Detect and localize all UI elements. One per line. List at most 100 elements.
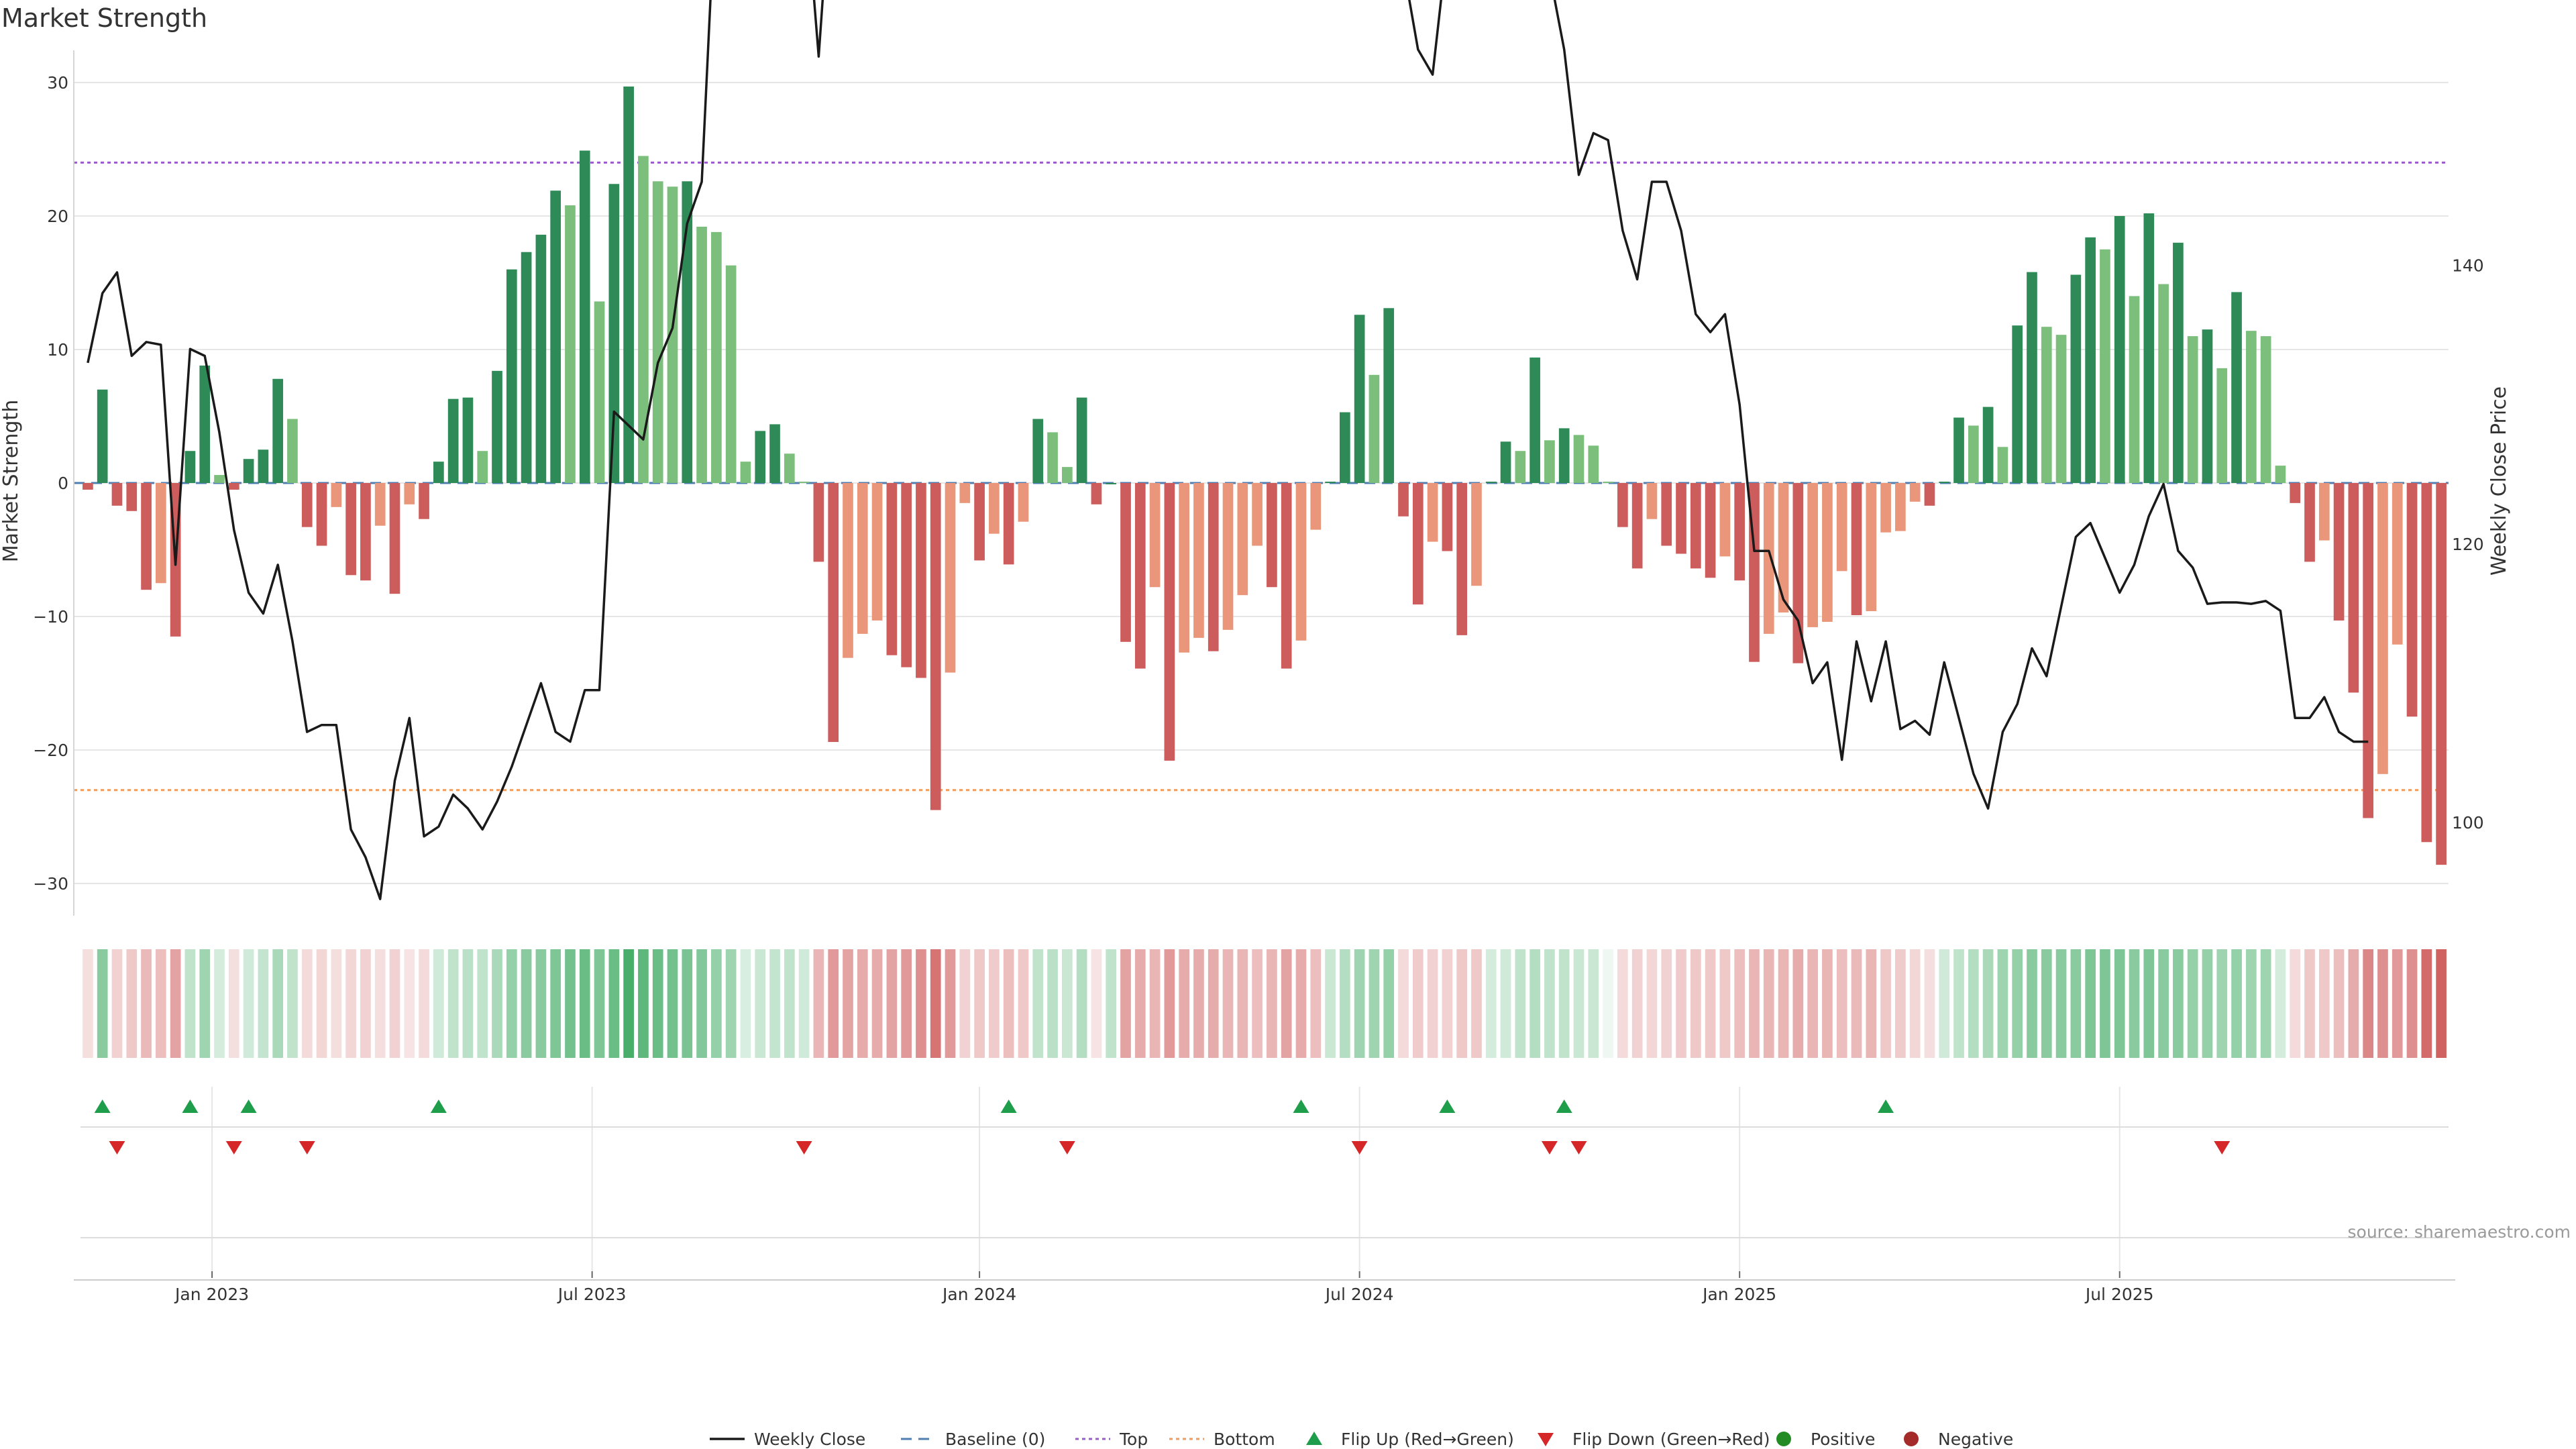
heatmap-cell [2158,949,2169,1058]
heatmap-cell [1822,949,1833,1058]
strength-bar [126,483,138,511]
heatmap-cell [2027,949,2037,1058]
flip-up-marker [1293,1099,1309,1113]
strength-bar [769,424,780,483]
strength-bar [506,269,517,483]
heatmap-cell [2392,949,2403,1058]
heatmap-cell [1617,949,1628,1058]
strength-bar [1047,432,1058,483]
strength-bars [83,86,2447,865]
legend-label: Positive [1811,1430,1875,1449]
heatmap-cell [2290,949,2301,1058]
strength-bar [1237,483,1248,596]
flip-up-marker [1000,1099,1017,1113]
strength-bar [1982,407,1994,483]
heatmap-cell [696,949,707,1058]
heatmap-cell [1953,949,1964,1058]
heatmap-cell [170,949,181,1058]
legend-swatch-flip-down [1538,1433,1554,1446]
heatmap-cell [1895,949,1906,1058]
heatmap-cell [769,949,780,1058]
heatmap-cell [156,949,166,1058]
flip-down-marker [1059,1141,1075,1155]
heatmap-cell [1939,949,1950,1058]
strength-bar [2318,483,2330,541]
strength-bar [1690,483,1701,569]
source-annotation: source: sharemaestro.com [2348,1222,2571,1242]
heatmap-cell [945,949,956,1058]
heatmap-cell [1267,949,1277,1058]
flip-down-marker [109,1141,125,1155]
strength-bar [1500,441,1511,483]
strength-bar [2143,213,2155,483]
strength-bar [1968,425,1979,483]
heatmap-cell [389,949,400,1058]
strength-bar [1880,483,1891,533]
heatmap-cell [301,949,313,1058]
strength-bar [404,483,415,504]
strength-bar [579,150,590,484]
strength-bar [1442,483,1453,551]
heatmap-cell [959,949,971,1058]
strength-bar [594,301,605,483]
legend-label: Baseline (0) [945,1430,1045,1449]
strength-bar [740,462,751,483]
strength-bar [871,483,883,621]
heatmap-cell [798,949,810,1058]
heatmap-cell [1485,949,1497,1058]
heatmap-cell [1909,949,1921,1058]
x-tick-label: Jan 2023 [174,1285,249,1304]
strength-bar [1588,445,1599,483]
strength-bar [214,475,225,483]
strength-bar [1807,483,1818,627]
flip-markers-panel [80,1099,2449,1238]
heatmap-cell [1646,949,1658,1058]
strength-bar [682,181,693,483]
heatmap-cell [1734,949,1746,1058]
heatmap-cell [1427,949,1438,1058]
heatmap-cell [1120,949,1131,1058]
strength-bar [2231,292,2242,483]
heatmap-cell [272,949,284,1058]
heatmap-cell [1778,949,1789,1058]
heatmap-cell [784,949,795,1058]
strength-bar [1412,483,1424,605]
strength-bar [1149,483,1161,588]
strength-bar [156,483,166,584]
strength-bar [2012,325,2023,483]
heatmap-cell [2333,949,2345,1058]
strength-bar [1851,483,1862,616]
legend-swatch-negative [1904,1432,1919,1446]
strength-bar [1617,483,1628,527]
heatmap-cell [857,949,868,1058]
strength-bar [1485,482,1497,484]
strength-bar [2216,368,2228,483]
x-tick-label: Jul 2023 [557,1285,627,1304]
heatmap-cell [901,949,912,1058]
heatmap-cell [2348,949,2359,1058]
heatmap-cell [2363,949,2373,1058]
strength-bar [1778,483,1789,613]
strength-bar [945,483,956,673]
x-tick-label: Jul 2025 [2084,1285,2154,1304]
flip-down-marker [1541,1141,1558,1155]
strength-bar [1368,374,1380,483]
heatmap-cell [1018,949,1029,1058]
heatmap-cell [1164,949,1175,1058]
chart-title: Market Strength [1,3,207,33]
heatmap-cell [199,949,211,1058]
strength-bar [2114,216,2125,483]
strength-bar [1676,483,1686,554]
heatmap-cell [2041,949,2052,1058]
heatmap-cell [652,949,663,1058]
heatmap-cell [974,949,985,1058]
strength-bar [2348,483,2359,693]
heatmap-cell [1061,949,1073,1058]
heatmap-cell [828,949,839,1058]
heatmap-cell [360,949,371,1058]
strength-bar [2085,237,2096,483]
heatmap-cell [2260,949,2271,1058]
flip-up-marker [240,1099,257,1113]
y2-tick-label: 120 [2452,535,2484,554]
